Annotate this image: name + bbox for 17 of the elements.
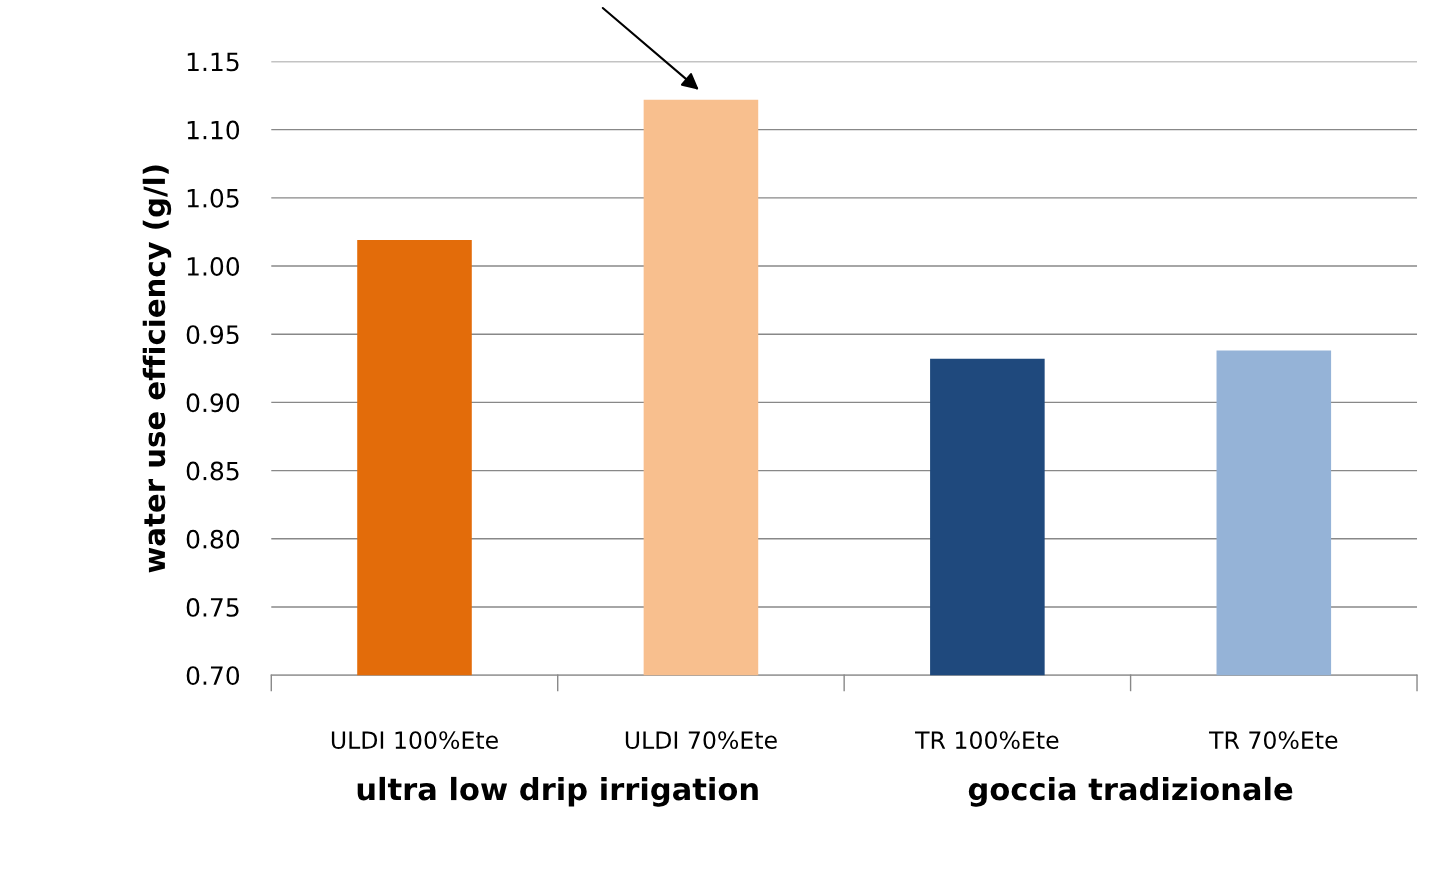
y-tick-label: 1.15 — [187, 52, 239, 72]
y-tick-label: 0.95 — [186, 325, 239, 345]
y-tick-label: 1.10 — [187, 120, 240, 140]
y-tick-label: 0.70 — [186, 666, 240, 686]
y-tick-label: 0.90 — [186, 393, 240, 413]
x-tick-label: TR 100%Ete — [915, 731, 1059, 750]
y-tick-label: 0.85 — [186, 461, 239, 481]
x-tick-label: ULDI 70%Ete — [625, 731, 777, 750]
y-tick-label: 1.00 — [187, 256, 240, 276]
y-tick-label: 0.80 — [186, 529, 240, 549]
text: goccia tradizionale — [968, 776, 1293, 807]
x-tick-label: ULDI 100%Ete — [331, 731, 498, 750]
y-tick-label: 1.05 — [187, 188, 239, 208]
x-tick-label: TR 70%Ete — [1208, 731, 1338, 750]
text: ultra low drip irrigation — [357, 776, 758, 807]
y-tick-label: 0.75 — [186, 597, 239, 617]
y-axis-title: water use efficiency (g/l) — [142, 165, 172, 573]
